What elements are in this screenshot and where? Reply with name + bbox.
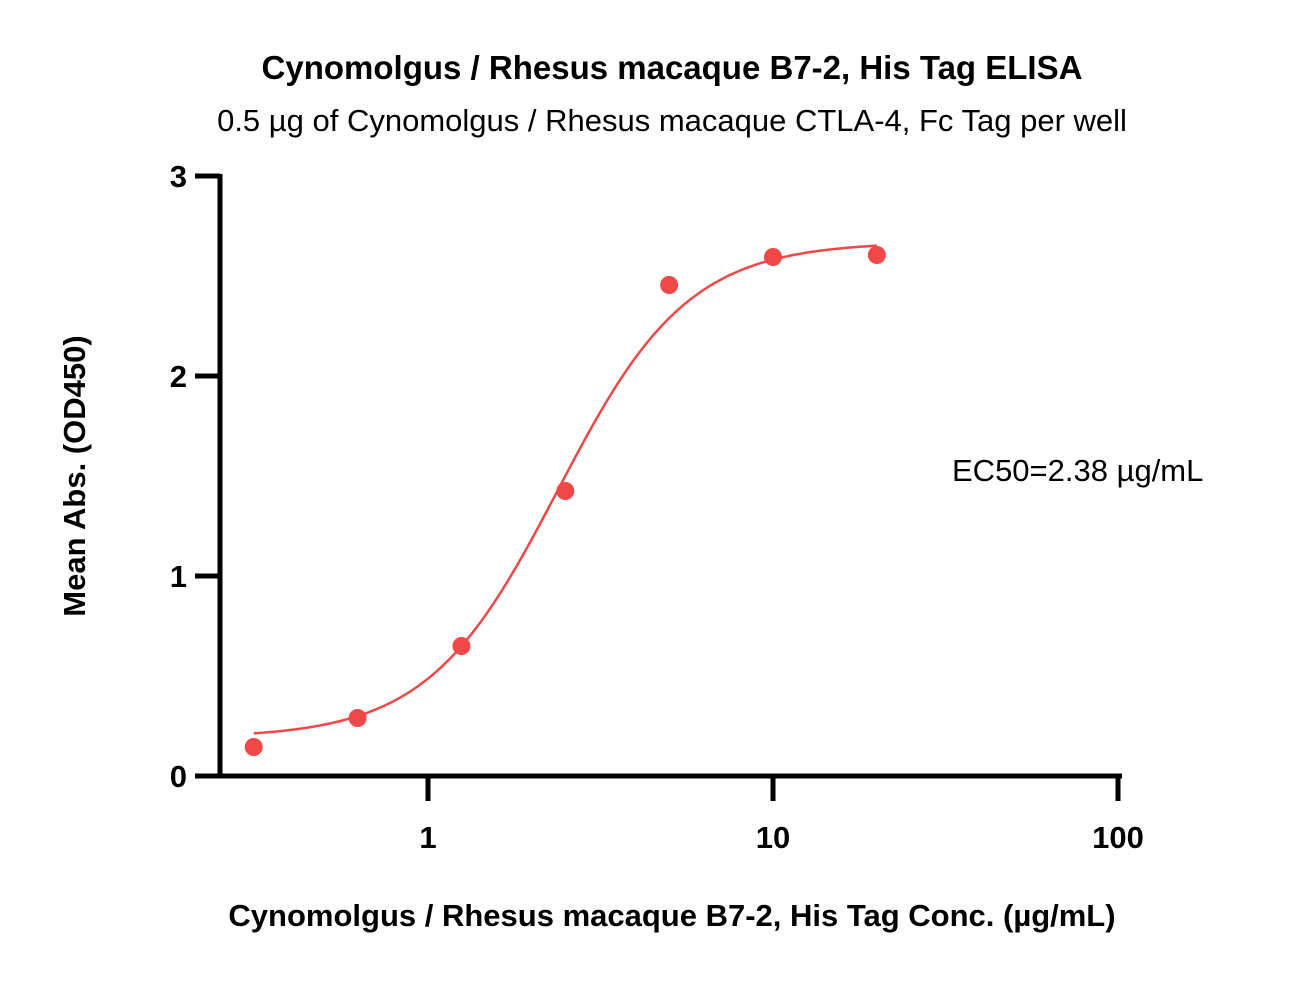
y-tick-label: 3 — [170, 159, 187, 194]
x-axis-label: Cynomolgus / Rhesus macaque B7-2, His Ta… — [228, 898, 1115, 933]
y-tick-label: 1 — [170, 559, 187, 594]
data-point — [867, 246, 886, 264]
axes — [217, 174, 1122, 779]
x-tick-label: 10 — [756, 820, 790, 855]
chart-title: Cynomolgus / Rhesus macaque B7-2, His Ta… — [262, 49, 1083, 86]
data-point — [244, 738, 263, 756]
data-point — [660, 276, 679, 294]
data-point — [452, 637, 471, 655]
data-points — [244, 246, 886, 756]
tick-marks — [195, 173, 1121, 801]
tick-labels: 0 1 2 3 1 10 100 — [170, 159, 1144, 855]
ec50-annotation: EC50=2.38 µg/mL — [952, 453, 1203, 488]
y-tick-label: 0 — [170, 759, 187, 794]
chart-subtitle: 0.5 µg of Cynomolgus / Rhesus macaque CT… — [217, 103, 1127, 138]
data-point — [348, 709, 367, 727]
x-tick-label: 100 — [1092, 820, 1144, 855]
y-axis-label: Mean Abs. (OD450) — [57, 335, 92, 616]
x-tick-label: 1 — [419, 820, 436, 855]
y-tick-label: 2 — [170, 359, 187, 394]
data-point — [764, 248, 782, 266]
data-point — [556, 482, 575, 500]
